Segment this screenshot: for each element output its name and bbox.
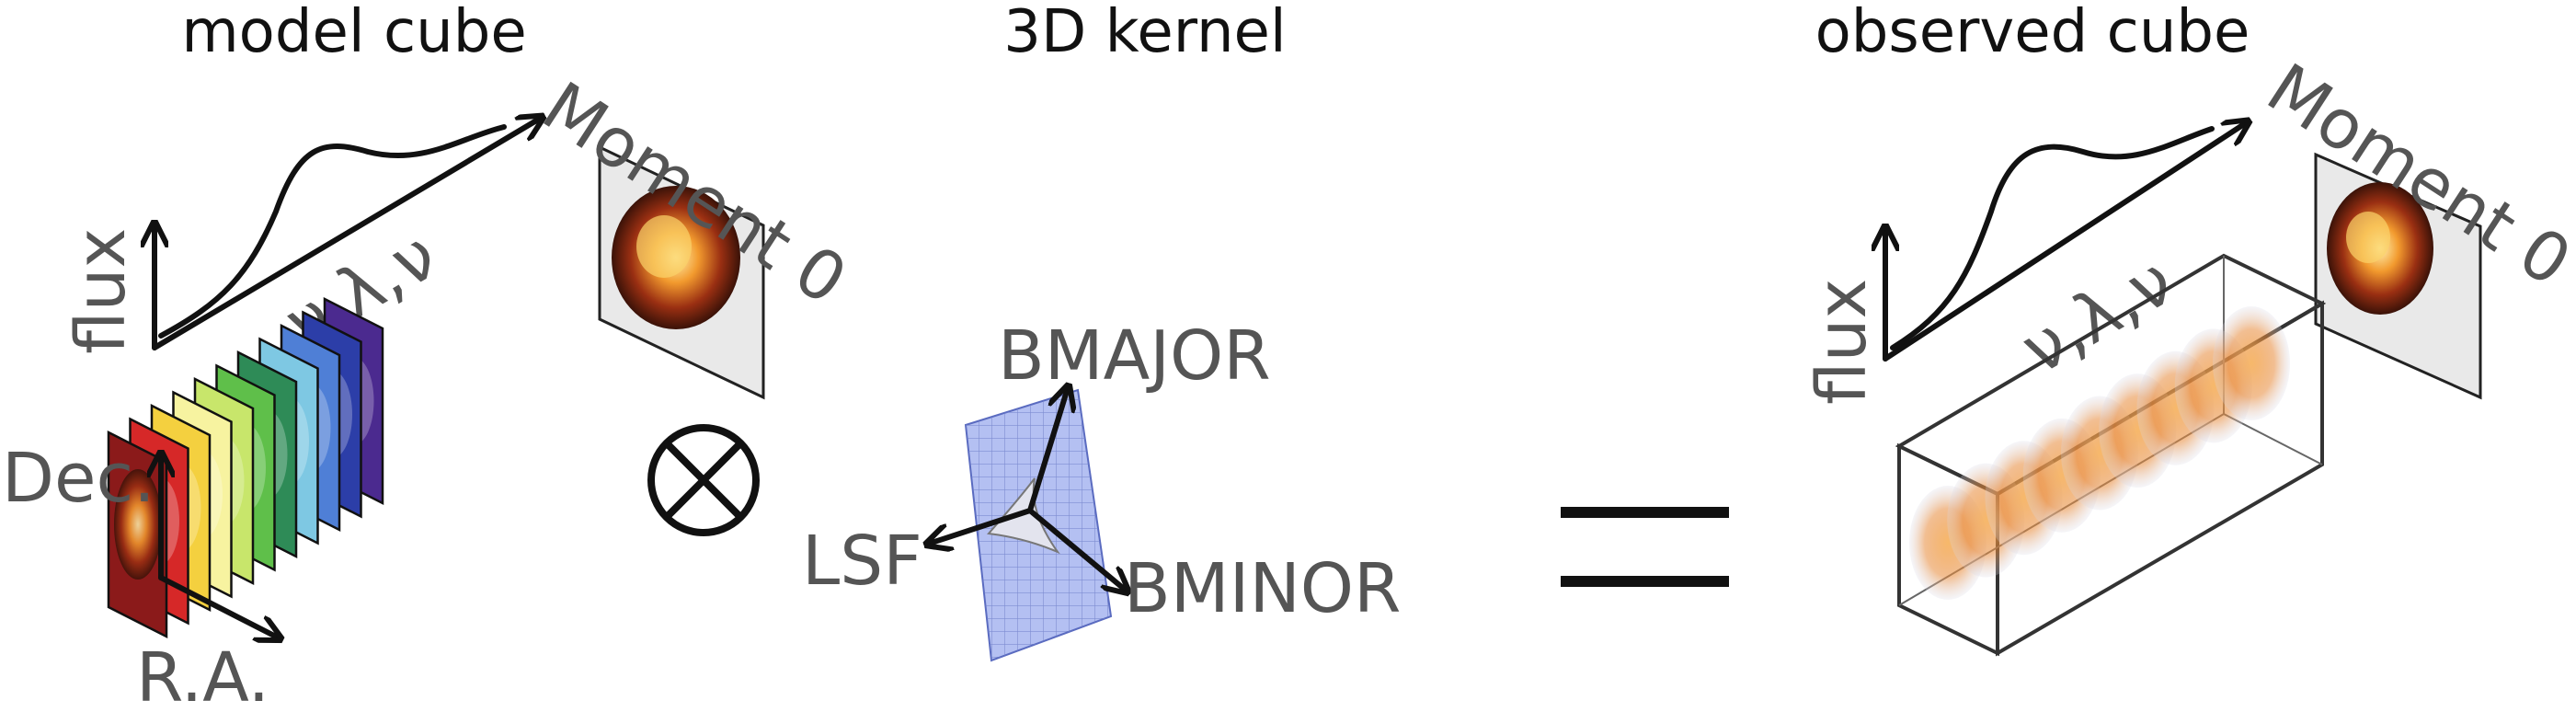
- kernel-axes: [932, 391, 1124, 589]
- model-flux-label: flux: [62, 228, 141, 354]
- front-slice-galaxy: [114, 469, 162, 580]
- emission-blob: [2213, 306, 2290, 420]
- model-spectrum-curve: [158, 124, 507, 339]
- kernel-bminor-label: BMINOR: [1124, 549, 1401, 628]
- observed-spectrum-axes: [1885, 124, 2244, 362]
- observed-flux-label: flux: [1803, 279, 1882, 405]
- equals-operator: [1561, 507, 1729, 587]
- kernel-bmajor-label: BMAJOR: [998, 316, 1271, 396]
- kernel-title: 3D kernel: [1003, 0, 1286, 66]
- observed-data-cube: [1895, 253, 2327, 657]
- model-cube-panel: flux ν,λ,ν Moment 0 Dec. R.A.: [2, 67, 860, 712]
- model-moment0-map: [598, 144, 765, 400]
- model-spectrum-axes: [155, 120, 538, 350]
- model-spatial-axes: [161, 458, 276, 637]
- observed-spectrum-curve: [1890, 126, 2215, 350]
- kernel-lsf-label: LSF: [802, 522, 922, 601]
- model-dec-label: Dec.: [2, 439, 155, 518]
- convolution-operator: [647, 424, 760, 536]
- model-cube-title: model cube: [181, 0, 526, 66]
- kernel-panel: BMAJOR BMINOR LSF: [802, 316, 1401, 662]
- observed-cube-panel: flux ν,λ,ν Moment 0: [1803, 49, 2576, 657]
- observed-cube-emission: [1909, 306, 2290, 600]
- model-channel-slices: [107, 296, 384, 639]
- observed-moment0-map: [2314, 152, 2482, 400]
- observed-cube-title: observed cube: [1815, 0, 2250, 66]
- model-ra-label: R.A.: [136, 638, 269, 707]
